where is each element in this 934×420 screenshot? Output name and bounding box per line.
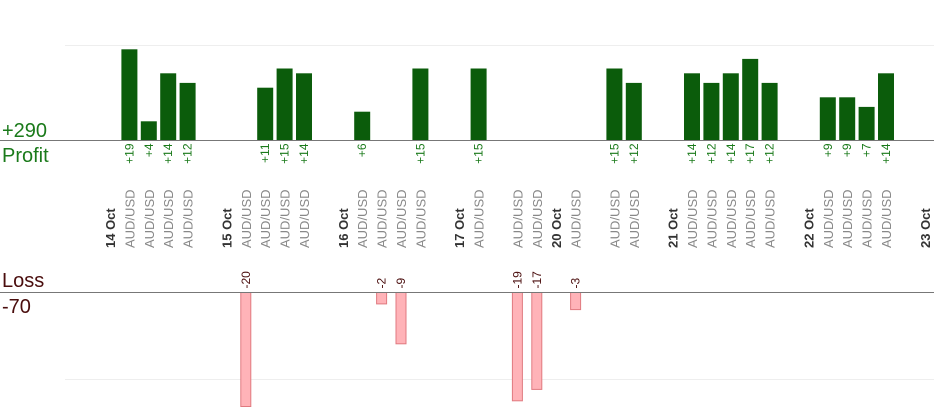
profit-bar [257,87,274,141]
pair-label: AUD/USD [122,189,137,248]
loss-value-label: -2 [375,278,389,289]
pair-label: AUD/USD [413,189,428,248]
pair-label: AUD/USD [239,189,254,248]
pair-label: AUD/USD [627,189,642,248]
profit-value-label: +6 [355,143,369,157]
profit-bar [684,73,700,141]
profit-value-label: +12 [627,143,641,164]
loss-value-label: -9 [394,278,408,289]
profit-value-label: +7 [860,143,874,157]
profit-bar [878,73,894,141]
profit-value-label: +15 [607,143,621,164]
loss-bars [240,292,582,407]
profit-value-label: +19 [122,143,136,164]
profit-bars [121,49,894,141]
pair-label: AUD/USD [161,189,176,248]
date-label: 23 Oct [918,208,933,248]
profit-value-label: +12 [181,143,195,164]
profit-value-label: +15 [413,143,427,164]
date-label: 14 Oct [103,208,118,248]
loss-value-label: -19 [510,271,524,289]
pair-label: AUD/USD [472,189,487,248]
profit-bar [296,73,312,141]
profit-bar [722,73,739,141]
loss-value-label: -3 [569,278,583,289]
pair-label: AUD/USD [375,189,390,248]
date-label: 15 Oct [219,208,234,248]
profit-value-label: +17 [743,143,757,164]
profit-bar [276,68,293,141]
date-label: 17 Oct [452,208,467,248]
pair-label: AUD/USD [879,189,894,248]
profit-value-label: +12 [763,143,777,164]
pair-label: AUD/USD [685,189,700,248]
profit-value-label: +9 [821,143,835,157]
pair-label: AUD/USD [142,189,157,248]
pair-label: AUD/USD [355,189,370,248]
pair-label: AUD/USD [704,189,719,248]
pair-label: AUD/USD [297,189,312,248]
loss-value-label: -20 [239,271,253,289]
date-label: 21 Oct [666,208,681,248]
profit-value-label: +14 [297,143,311,164]
profit-bar [140,121,157,141]
loss-bar [376,292,388,305]
pair-label: AUD/USD [258,189,273,248]
date-label: 16 Oct [336,208,351,248]
profit-value-label: +4 [142,143,156,157]
pair-label: AUD/USD [840,189,855,248]
pair-label: AUD/USD [763,189,778,248]
loss-bar [531,292,543,390]
pair-label: AUD/USD [510,189,525,248]
profit-bar [625,82,642,141]
pair-label: AUD/USD [607,189,622,248]
profit-bar [121,49,138,141]
profit-total: +290 [2,120,48,142]
pair-label: AUD/USD [724,189,739,248]
profit-bar [354,111,371,141]
profit-value-label: +9 [840,143,854,157]
date-label: 20 Oct [549,208,564,248]
loss-bar [570,292,582,311]
profit-bar [412,68,429,141]
pair-label: AUD/USD [569,189,584,248]
pair-label: AUD/USD [743,189,758,248]
profit-bar [160,73,177,141]
date-label: 22 Oct [801,208,816,248]
profit-bar [606,68,623,141]
loss-value-label: -17 [530,271,544,289]
loss-total: -70 [2,296,31,318]
labels: 14 Oct AUD/USD +19 AUD/USD +4 AUD/USD +14 AUD/U… [103,143,933,289]
loss-bar [511,292,523,402]
profit-value-label: +15 [472,143,486,164]
pair-label: AUD/USD [181,189,196,248]
loss-label: Loss [2,270,45,292]
profit-bar [839,97,856,141]
pair-label: AUD/USD [278,189,293,248]
profit-bar [470,68,487,141]
profit-label: Profit [2,145,49,167]
profit-bar [179,82,196,141]
profit-value-label: +14 [161,143,175,164]
profit-bar [819,97,836,141]
profit-value-label: +14 [879,143,893,164]
pair-label: AUD/USD [530,189,545,248]
pair-label: AUD/USD [860,189,875,248]
profit-bar [761,82,778,141]
loss-bar [240,292,252,407]
profit-value-label: +12 [704,143,718,164]
profit-value-label: +15 [278,143,292,164]
pair-label: AUD/USD [821,189,836,248]
profit-bar [858,106,875,141]
profit-bar [703,82,720,141]
profit-value-label: +14 [724,143,738,164]
pair-label: AUD/USD [394,189,409,248]
loss-bar [395,292,407,345]
gridlines [65,45,934,380]
profit-value-label: +11 [258,143,272,163]
profit-value-label: +14 [685,143,699,164]
profit-bar [742,58,759,141]
